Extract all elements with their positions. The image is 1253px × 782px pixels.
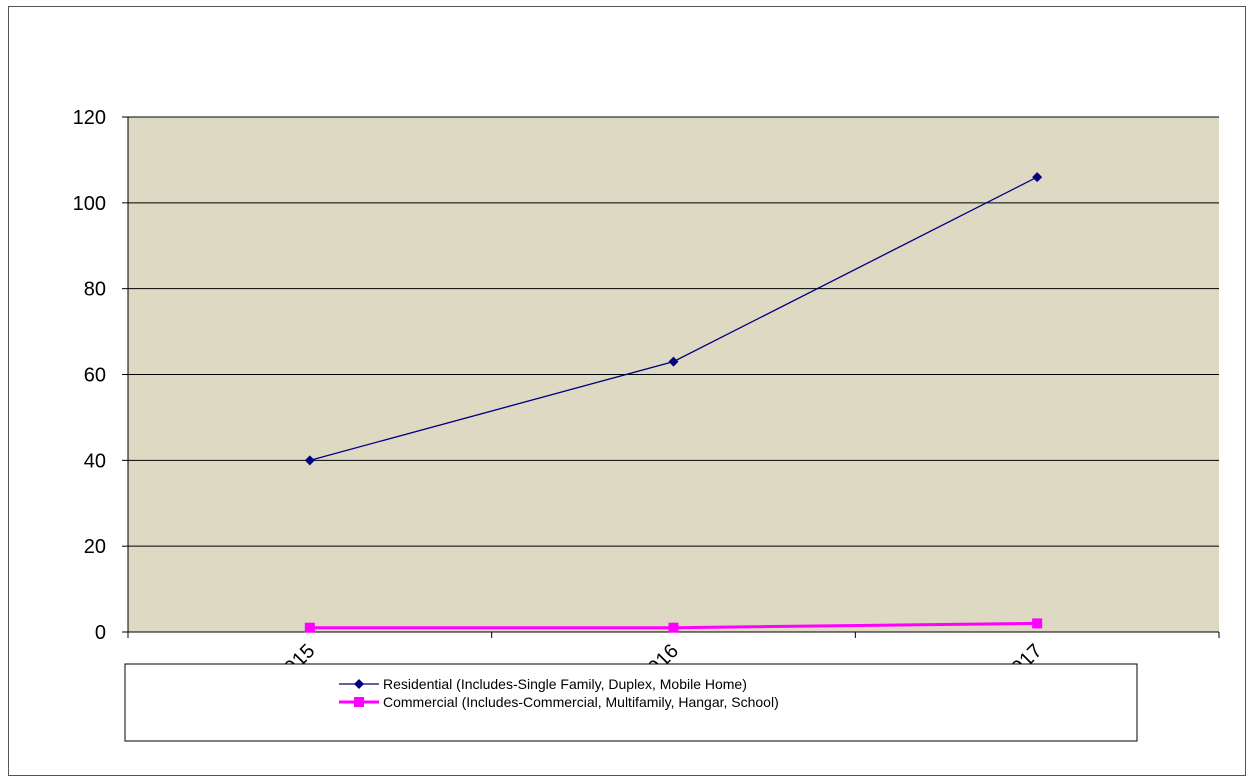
legend-entry-residential: Residential (Includes-Single Family, Dup…: [383, 676, 747, 692]
data-point-commercial: [304, 622, 315, 633]
y-tick-label: 40: [84, 450, 106, 472]
data-point-residential: [304, 455, 315, 466]
data-point-commercial: [668, 622, 679, 633]
legend: Residential (Includes-Single Family, Dup…: [124, 663, 1138, 742]
y-tick-label: 60: [84, 365, 106, 387]
legend-entry-commercial: Commercial (Includes-Commercial, Multifa…: [383, 694, 779, 710]
y-tick-label: 0: [95, 622, 106, 644]
data-point-residential: [1032, 172, 1043, 183]
legend-swatch-marker: [354, 697, 364, 707]
data-point-commercial: [1032, 618, 1043, 629]
legend-box: [124, 663, 1138, 742]
series-points: [304, 172, 1043, 633]
y-tick-label: 20: [84, 536, 106, 558]
y-axis-ticks: 0 20 40 60 80 100 120: [73, 107, 128, 644]
y-tick-label: 80: [84, 279, 106, 301]
y-tick-label: 120: [73, 107, 106, 129]
data-point-residential: [668, 356, 679, 367]
y-tick-label: 100: [73, 193, 106, 215]
legend-swatch-marker: [354, 679, 364, 689]
